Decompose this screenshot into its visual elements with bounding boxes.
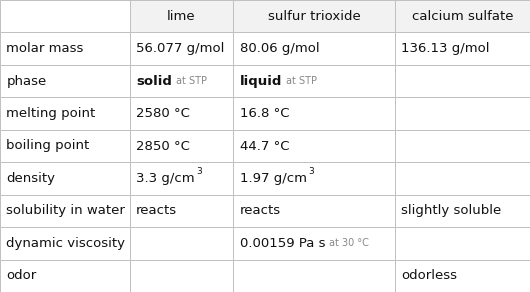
Bar xyxy=(395,65,530,97)
Text: 0.00159 Pa s: 0.00159 Pa s xyxy=(240,237,325,250)
Bar xyxy=(0,195,130,227)
Bar xyxy=(130,65,233,97)
Text: at STP: at STP xyxy=(176,76,207,86)
Bar xyxy=(395,0,530,32)
Text: at STP: at STP xyxy=(286,76,317,86)
Text: phase: phase xyxy=(6,75,47,88)
Bar xyxy=(233,162,395,195)
Text: 2850 °C: 2850 °C xyxy=(136,140,190,152)
Text: reacts: reacts xyxy=(240,204,281,217)
Text: solubility in water: solubility in water xyxy=(6,204,125,217)
Text: 3: 3 xyxy=(308,167,314,176)
Bar xyxy=(130,195,233,227)
Bar xyxy=(395,195,530,227)
Bar xyxy=(0,97,130,130)
Bar xyxy=(395,32,530,65)
Text: 16.8 °C: 16.8 °C xyxy=(240,107,289,120)
Text: lime: lime xyxy=(167,10,196,23)
Bar xyxy=(0,32,130,65)
Bar xyxy=(233,227,395,260)
Text: solid: solid xyxy=(136,75,172,88)
Bar xyxy=(0,0,130,32)
Bar xyxy=(233,195,395,227)
Bar xyxy=(395,227,530,260)
Bar xyxy=(0,130,130,162)
Bar xyxy=(395,162,530,195)
Bar xyxy=(130,0,233,32)
Bar xyxy=(395,130,530,162)
Text: 80.06 g/mol: 80.06 g/mol xyxy=(240,42,319,55)
Text: sulfur trioxide: sulfur trioxide xyxy=(268,10,360,23)
Bar xyxy=(395,97,530,130)
Text: 44.7 °C: 44.7 °C xyxy=(240,140,289,152)
Bar xyxy=(0,260,130,292)
Bar xyxy=(0,65,130,97)
Text: calcium sulfate: calcium sulfate xyxy=(412,10,513,23)
Text: 1.97 g/cm: 1.97 g/cm xyxy=(240,172,306,185)
Text: at 30 °C: at 30 °C xyxy=(329,238,369,248)
Bar xyxy=(233,97,395,130)
Text: boiling point: boiling point xyxy=(6,140,90,152)
Bar xyxy=(130,97,233,130)
Text: odor: odor xyxy=(6,269,37,282)
Bar xyxy=(130,260,233,292)
Text: melting point: melting point xyxy=(6,107,95,120)
Text: 136.13 g/mol: 136.13 g/mol xyxy=(401,42,490,55)
Text: molar mass: molar mass xyxy=(6,42,84,55)
Text: density: density xyxy=(6,172,55,185)
Text: odorless: odorless xyxy=(401,269,457,282)
Text: reacts: reacts xyxy=(136,204,178,217)
Bar xyxy=(0,227,130,260)
Bar xyxy=(130,227,233,260)
Text: liquid: liquid xyxy=(240,75,282,88)
Text: 3: 3 xyxy=(197,167,202,176)
Bar xyxy=(233,0,395,32)
Bar xyxy=(233,260,395,292)
Bar xyxy=(130,130,233,162)
Text: 2580 °C: 2580 °C xyxy=(136,107,190,120)
Bar xyxy=(395,260,530,292)
Text: 56.077 g/mol: 56.077 g/mol xyxy=(136,42,225,55)
Bar xyxy=(130,162,233,195)
Bar xyxy=(0,162,130,195)
Bar xyxy=(130,32,233,65)
Bar xyxy=(233,130,395,162)
Text: 3.3 g/cm: 3.3 g/cm xyxy=(136,172,195,185)
Text: dynamic viscosity: dynamic viscosity xyxy=(6,237,126,250)
Bar xyxy=(233,65,395,97)
Text: slightly soluble: slightly soluble xyxy=(401,204,501,217)
Bar xyxy=(233,32,395,65)
